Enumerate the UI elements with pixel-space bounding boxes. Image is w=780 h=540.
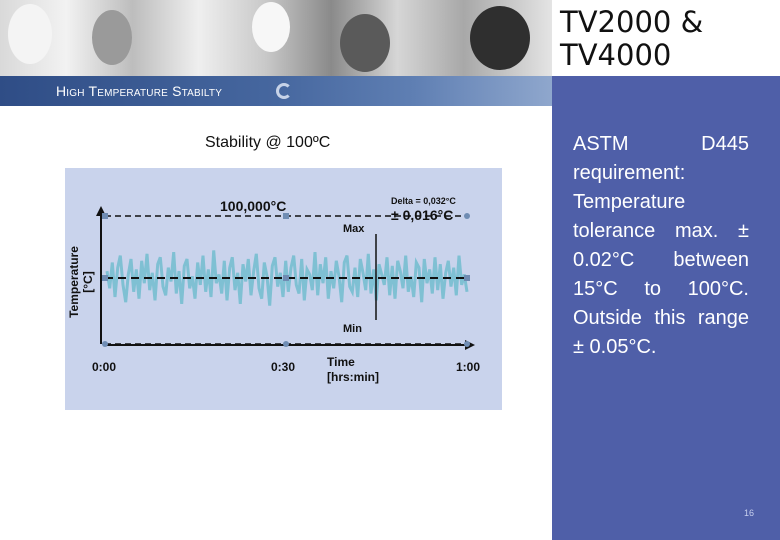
grid-marker — [102, 341, 108, 347]
x-tick-label: 0:30 — [271, 360, 295, 374]
x-axis-label: Time [hrs:min] — [327, 355, 379, 384]
max-label: Max — [343, 223, 365, 235]
header-photo-strip — [0, 0, 552, 76]
side-panel-text: ASTM D445 requirement: Temperature toler… — [573, 133, 749, 358]
delta-label: Delta = 0,032°C — [391, 196, 456, 206]
y-axis-label: Temperature[°C] — [67, 246, 95, 318]
grid-marker — [283, 213, 289, 219]
grid-marker — [283, 341, 289, 347]
page-number: 16 — [744, 508, 755, 518]
lab-photo-1 — [8, 4, 52, 64]
grid-marker — [464, 341, 470, 347]
subtitle-bar: High Temperature Stabilty — [0, 76, 552, 106]
side-panel — [552, 76, 780, 540]
grid-marker — [464, 275, 470, 281]
x-tick-label: 1:00 — [456, 360, 480, 374]
grid-marker — [102, 275, 108, 281]
swirl-icon — [276, 83, 292, 99]
range-label: ± 0,016°C — [391, 207, 453, 223]
slide-title: TV2000 & TV4000 — [560, 5, 704, 73]
setpoint-label: 100,000°C — [220, 198, 286, 214]
min-label: Min — [343, 323, 362, 335]
grid-marker — [102, 213, 108, 219]
x-tick-label: 0:00 — [92, 360, 116, 374]
lab-photo-5 — [470, 6, 530, 70]
lab-photo-4 — [340, 14, 390, 72]
stability-chart: 100,000°C Delta = 0,032°C ± 0,016°C Max … — [67, 196, 480, 384]
lab-photo-2 — [92, 10, 132, 65]
grid-marker — [283, 275, 289, 281]
grid-marker — [464, 213, 470, 219]
lab-photo-3 — [252, 2, 290, 52]
slide-subtitle: High Temperature Stabilty — [56, 83, 223, 99]
chart-caption: Stability @ 100ºC — [205, 134, 331, 151]
chart-panel: 100,000°C Delta = 0,032°C ± 0,016°C Max … — [65, 168, 502, 410]
